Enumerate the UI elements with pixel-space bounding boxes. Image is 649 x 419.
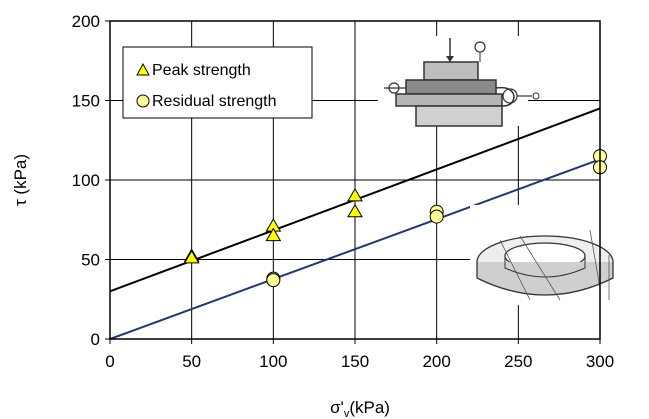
peak-strength-point bbox=[265, 227, 282, 242]
legend-marker-peak-strength bbox=[136, 62, 150, 76]
residual-strength-point bbox=[429, 209, 444, 224]
ring-shear-illustration bbox=[470, 205, 620, 305]
x-axis-label-subscript: v bbox=[344, 408, 350, 419]
x-tick-label: 300 bbox=[586, 352, 614, 371]
y-tick-label: 0 bbox=[91, 330, 100, 349]
legend: Peak strength Residual strength bbox=[122, 46, 313, 119]
legend-label-peak-strength: Peak strength bbox=[152, 62, 251, 79]
plot-area-frame bbox=[109, 20, 601, 340]
x-tick-label: 50 bbox=[182, 352, 201, 371]
legend-label-residual-strength: Residual strength bbox=[152, 93, 277, 110]
x-tick-label: 200 bbox=[422, 352, 450, 371]
x-axis-label-unit: (kPa) bbox=[349, 398, 390, 417]
legend-marker-residual-strength bbox=[136, 94, 150, 108]
x-tick-label: 100 bbox=[259, 352, 287, 371]
peak-strength-point bbox=[347, 187, 363, 202]
data-points bbox=[183, 149, 607, 288]
y-tick-label: 100 bbox=[72, 171, 100, 190]
peak-strength-point bbox=[347, 203, 363, 218]
residual-strength-point bbox=[266, 273, 281, 288]
x-tick-label: 0 bbox=[105, 352, 114, 371]
y-tick-label: 200 bbox=[72, 12, 100, 31]
x-axis-label: σ'v(kPa) bbox=[330, 398, 390, 419]
x-axis-label-main: σ' bbox=[330, 398, 344, 417]
residual-strength-trend-line bbox=[109, 158, 601, 340]
direct-shear-box-illustration bbox=[378, 36, 540, 127]
x-tick-label: 150 bbox=[341, 352, 369, 371]
peak-strength-point bbox=[183, 249, 200, 264]
x-tick-label: 250 bbox=[504, 352, 532, 371]
axis-ticks: 0 50 100 150 200 250 300 0 50 100 150 200 bbox=[72, 12, 615, 371]
y-tick-label: 50 bbox=[81, 251, 100, 270]
legend-box bbox=[122, 46, 313, 119]
y-tick-label: 150 bbox=[72, 92, 100, 111]
y-axis-label: τ (kPa) bbox=[11, 154, 30, 206]
